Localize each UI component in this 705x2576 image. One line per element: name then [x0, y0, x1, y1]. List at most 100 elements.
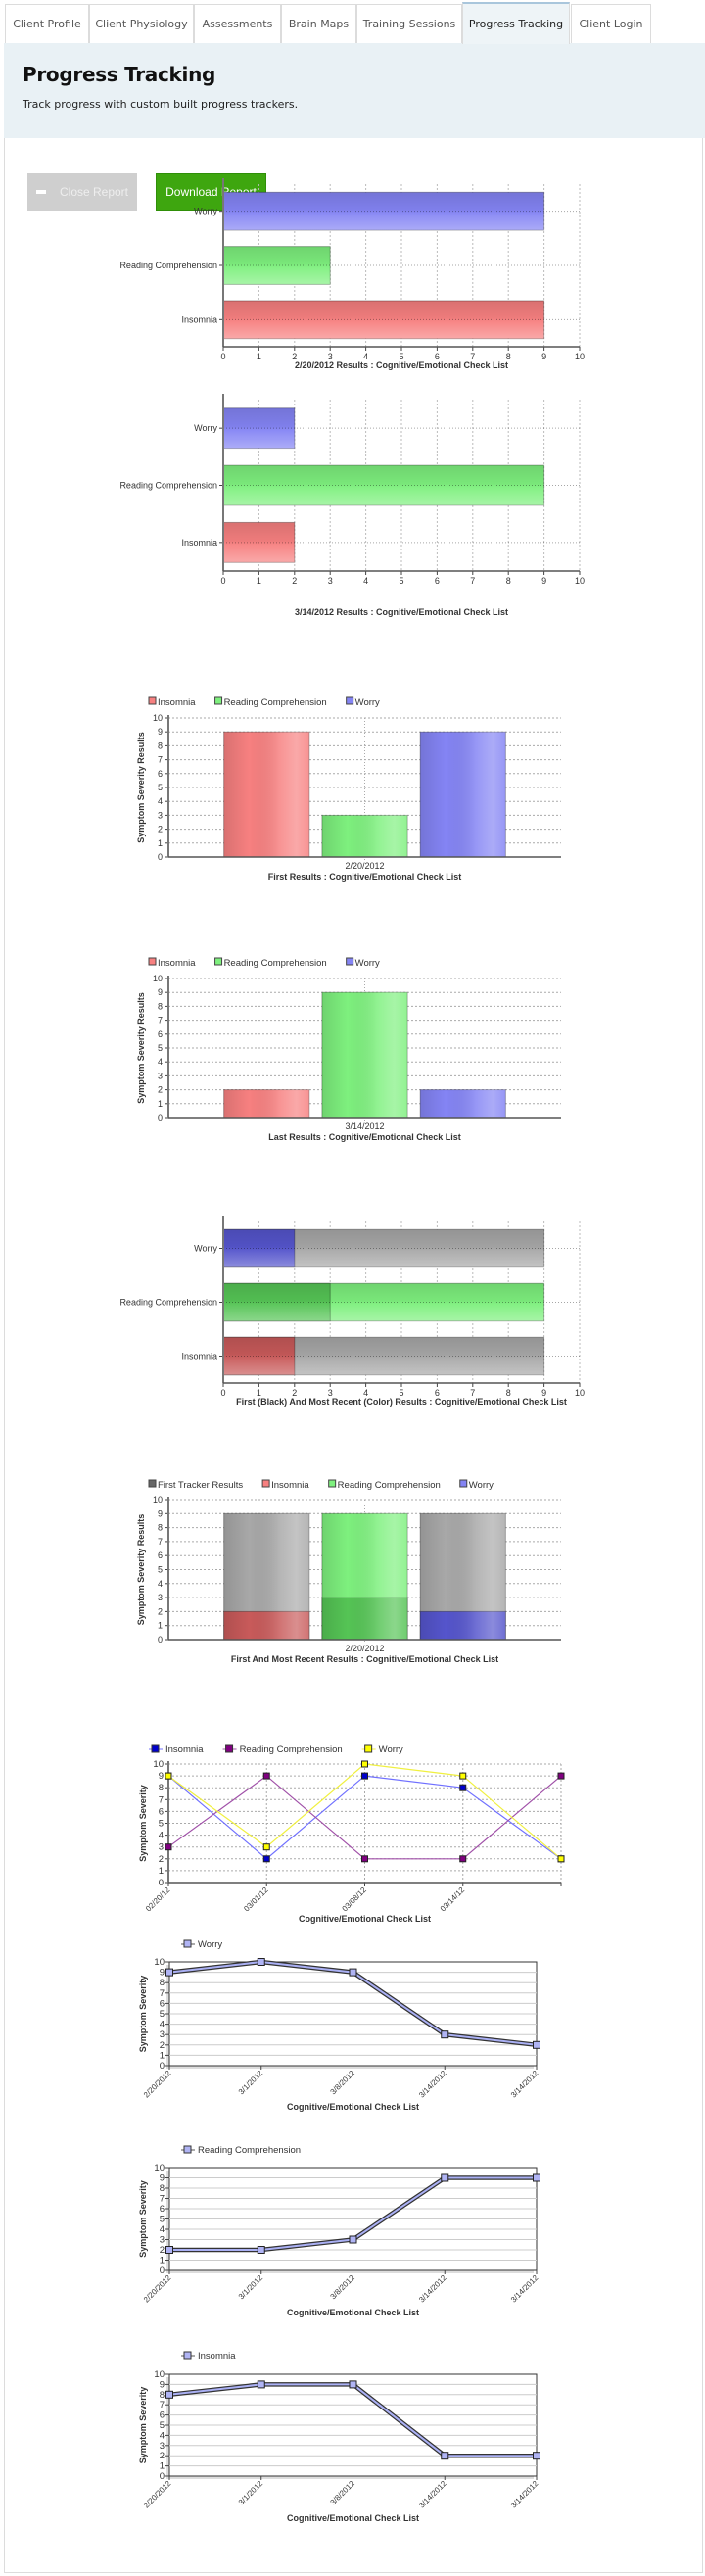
y-tick-label: 0: [158, 1635, 163, 1645]
y-tick-label: 3: [158, 810, 163, 820]
x-tick-label: 5: [399, 1388, 403, 1398]
close-report-button[interactable]: Close Report: [27, 173, 137, 211]
page-subtitle: Track progress with custom built progres…: [23, 98, 299, 111]
y-axis-label: Symptom Severity Results: [136, 732, 146, 843]
x-tick-label: 6: [435, 576, 440, 586]
legend-label: Reading Comprehension: [240, 1744, 343, 1755]
x-tick-label: 3/14/2012: [417, 2069, 448, 2100]
chart-last-results-horizontal: 0 1 2 3 4 5 6 7 8 9 10 Worry Reading Comprehension In…: [119, 394, 585, 617]
bar-shading: [223, 246, 331, 285]
x-tick-label: 0: [220, 1388, 225, 1398]
legend-swatch: [261, 1479, 270, 1488]
header-band: [4, 43, 705, 138]
y-tick-label: 10: [154, 1957, 164, 1968]
tab-brain-maps[interactable]: Brain Maps: [281, 4, 356, 43]
y-tick-label: 1: [158, 838, 163, 848]
data-point-reading-comprehension: [361, 1855, 368, 1863]
legend-label: Reading Comprehension: [224, 958, 327, 969]
y-category-label: Insomnia: [181, 314, 217, 324]
data-point-insomnia: [257, 2380, 265, 2389]
y-category-label: Reading Comprehension: [119, 481, 217, 491]
y-tick-label: 8: [160, 2390, 164, 2401]
x-tick-label: 9: [541, 576, 546, 586]
chart-title: Last Results : Cognitive/Emotional Check…: [268, 1132, 461, 1142]
data-point-insomnia: [441, 2452, 449, 2460]
y-tick-label: 4: [160, 2224, 164, 2235]
y-category-label: Insomnia: [181, 1352, 217, 1361]
data-point-reading-comprehension: [557, 1772, 565, 1780]
legend-swatch: [214, 696, 223, 705]
x-tick-label: 2: [292, 576, 297, 586]
x-tick-label: 1: [257, 352, 261, 361]
y-tick-label: 0: [160, 2061, 164, 2072]
minus-icon: [35, 190, 46, 194]
x-tick-label: 3/14/2012: [417, 2479, 448, 2510]
x-tick-label: 8: [506, 1388, 511, 1398]
y-category-label: Worry: [194, 207, 217, 216]
tab-assessments[interactable]: Assessments: [194, 4, 281, 43]
x-tick-label: 3/14/2012: [509, 2479, 540, 2510]
tab-client-physiology[interactable]: Client Physiology: [89, 4, 194, 43]
legend-swatch: [328, 1479, 337, 1488]
y-tick-label: 3: [160, 2029, 164, 2040]
x-tick-label: 03/08/12: [341, 1885, 369, 1914]
bar-insomnia-shading: [223, 1089, 309, 1118]
y-tick-label: 4: [158, 796, 163, 806]
data-point-insomnia: [361, 1772, 368, 1780]
x-tick-label: 6: [435, 1388, 440, 1398]
legend-label: Reading Comprehension: [224, 697, 327, 708]
x-tick-label: 0: [220, 576, 225, 586]
y-tick-label: 5: [158, 1565, 163, 1575]
x-tick-label: 1: [257, 1388, 261, 1398]
x-tick-label: 3/8/2012: [329, 2273, 357, 2302]
y-tick-label: 2: [158, 1606, 163, 1616]
x-tick-label: 3/14/2012: [509, 2069, 540, 2100]
bar-shading: [223, 465, 544, 505]
legend-marker: [183, 2145, 192, 2154]
legend-swatch: [214, 957, 223, 966]
x-category-label: 2/20/2012: [345, 861, 384, 871]
x-tick-label: 1: [257, 576, 261, 586]
bar-worry-shading: [420, 1089, 506, 1118]
y-tick-label: 2: [159, 1854, 164, 1865]
tab-progress-tracking[interactable]: Progress Tracking: [462, 2, 570, 44]
chart-title: 2/20/2012 Results : Cognitive/Emotional …: [295, 360, 508, 370]
y-category-label: Reading Comprehension: [119, 261, 217, 270]
y-axis-label: Symptom Severity: [138, 1785, 148, 1862]
y-tick-label: 9: [158, 727, 163, 737]
data-point-worry: [533, 2040, 540, 2049]
y-tick-label: 6: [160, 2204, 164, 2215]
data-point-worry: [164, 1772, 172, 1780]
bar-reading-comprehension-shading: [321, 992, 408, 1118]
x-tick-label: 10: [575, 1388, 585, 1398]
tab-client-profile[interactable]: Client Profile: [5, 4, 89, 43]
y-tick-label: 6: [160, 1998, 164, 2009]
legend-swatch: [346, 696, 354, 705]
data-point-worry: [165, 1968, 173, 1977]
x-tick-label: 3: [328, 352, 333, 361]
x-tick-label: 8: [506, 352, 511, 361]
x-tick-label: 10: [575, 576, 585, 586]
tab-training-sessions[interactable]: Training Sessions: [356, 4, 462, 43]
y-tick-label: 7: [158, 1016, 163, 1026]
y-tick-label: 5: [160, 2009, 164, 2020]
data-point-insomnia: [349, 2380, 357, 2389]
y-tick-label: 1: [159, 1866, 164, 1877]
y-tick-label: 7: [158, 755, 163, 765]
data-point-worry: [262, 1843, 270, 1851]
data-point-reading-comprehension: [533, 2173, 540, 2182]
y-tick-label: 4: [158, 1057, 163, 1067]
chart-first-results-vertical: 0 1 2 3 4 5 6 7 8 9 10 Insomnia Reading Comprehensio…: [136, 696, 561, 882]
y-tick-label: 2: [160, 2245, 164, 2256]
y-axis-label: Symptom Severity Results: [136, 1514, 146, 1626]
data-point-reading-comprehension: [262, 1772, 270, 1780]
y-tick-label: 7: [159, 1794, 164, 1805]
y-tick-label: 2: [158, 825, 163, 835]
tab-client-login[interactable]: Client Login: [571, 4, 651, 43]
x-tick-label: 03/14/12: [439, 1885, 467, 1914]
x-tick-label: 3/1/2012: [237, 2479, 265, 2507]
legend-label: Insomnia: [158, 958, 196, 969]
